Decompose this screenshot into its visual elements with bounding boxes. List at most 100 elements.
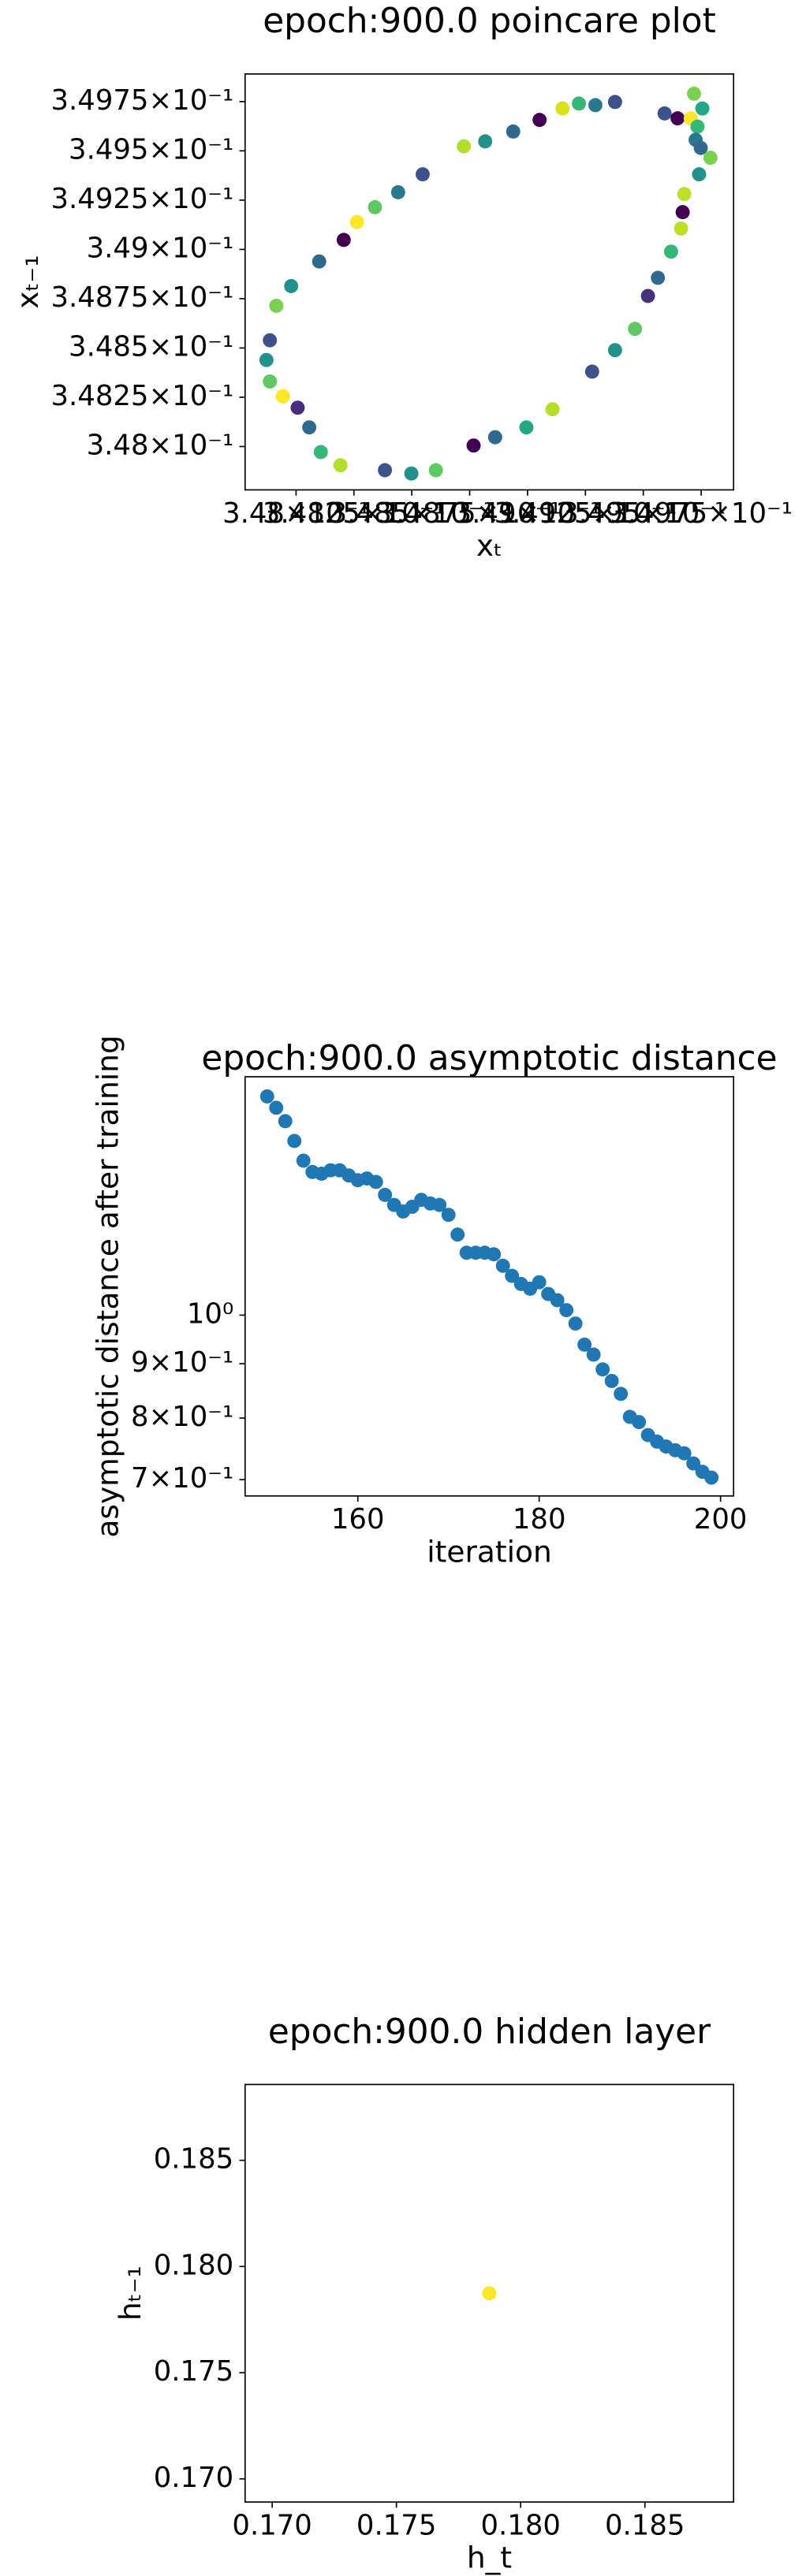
axes-frame <box>244 73 735 491</box>
point <box>677 1446 692 1461</box>
point <box>572 96 587 111</box>
point <box>349 214 364 229</box>
x-tick-label: 3.49×10⁻¹ <box>454 497 602 530</box>
y-tick-label: 3.4875×10⁻¹ <box>50 281 233 314</box>
axes-frame <box>244 2083 735 2503</box>
axes-frame <box>244 1076 735 1497</box>
x-axis-label: iteration <box>427 1534 552 1569</box>
point <box>478 134 493 149</box>
point <box>259 352 274 367</box>
point <box>415 167 430 182</box>
point <box>368 199 382 214</box>
y-axis-label: hₜ₋₁ <box>113 2265 147 2321</box>
y-tick-label: 0.170 <box>154 2462 233 2494</box>
point <box>703 151 718 166</box>
x-tick-label: 3.4925×10⁻¹ <box>494 497 677 530</box>
point <box>651 270 666 285</box>
point <box>532 1275 547 1290</box>
point <box>378 463 393 478</box>
point <box>269 1100 284 1115</box>
chart-title: epoch:900.0 hidden layer <box>268 2012 711 2052</box>
y-tick-label: 0.175 <box>154 2355 233 2388</box>
point <box>663 244 678 259</box>
y-tick-label: 3.495×10⁻¹ <box>69 133 233 166</box>
point <box>670 111 685 126</box>
point <box>675 205 690 220</box>
y-axis-label: asymptotic distance after training <box>90 1035 125 1537</box>
point <box>263 333 278 348</box>
point <box>568 1316 583 1331</box>
x-axis-label: xₜ <box>476 528 502 563</box>
y-tick-label: 3.4925×10⁻¹ <box>50 183 233 215</box>
point <box>290 400 305 415</box>
point <box>519 420 534 435</box>
point <box>287 1134 302 1148</box>
y-tick-label: 10⁰ <box>187 1297 233 1330</box>
point <box>559 1303 574 1317</box>
point <box>695 101 710 116</box>
point <box>457 139 472 154</box>
x-axis-label: h_t <box>467 2541 512 2575</box>
y-tick-label: 3.48×10⁻¹ <box>87 429 234 461</box>
y-tick-label: 9×10⁻¹ <box>131 1346 233 1379</box>
point <box>607 343 622 358</box>
point <box>482 2286 497 2301</box>
point <box>545 402 560 417</box>
point <box>378 1187 393 1202</box>
x-tick-label: 3.485×10⁻¹ <box>330 497 494 530</box>
point <box>495 1258 510 1273</box>
point <box>259 1089 274 1104</box>
point <box>657 106 672 121</box>
point <box>428 463 443 478</box>
chart-title: epoch:900.0 poincare plot <box>263 1 716 41</box>
point <box>263 374 278 389</box>
point <box>390 184 405 199</box>
point <box>532 113 547 128</box>
point <box>686 1456 701 1471</box>
point <box>441 1208 456 1223</box>
y-tick-label: 8×10⁻¹ <box>131 1401 233 1433</box>
x-tick-label: 3.495×10⁻¹ <box>561 497 726 530</box>
y-tick-label: 3.485×10⁻¹ <box>69 330 233 363</box>
point <box>588 98 603 113</box>
x-tick-label: 3.4875×10⁻¹ <box>379 497 562 530</box>
x-tick-label: 3.4825×10⁻¹ <box>263 497 446 530</box>
point <box>450 1227 465 1242</box>
point <box>674 221 688 236</box>
point <box>677 187 692 202</box>
y-tick-label: 3.49×10⁻¹ <box>87 232 234 264</box>
point <box>704 1470 719 1485</box>
point <box>432 1197 447 1212</box>
point <box>586 1347 601 1362</box>
x-tick-label: 180 <box>513 1503 566 1536</box>
point <box>604 1373 619 1388</box>
point <box>640 288 655 303</box>
point <box>466 438 481 453</box>
x-tick-label: 160 <box>331 1503 385 1536</box>
point <box>692 167 707 182</box>
point <box>614 1387 629 1402</box>
x-tick-label: 0.185 <box>605 2509 685 2541</box>
point <box>487 430 502 445</box>
point <box>368 1174 383 1189</box>
y-tick-label: 3.4975×10⁻¹ <box>50 84 233 117</box>
y-axis-label: xₜ₋₁ <box>10 255 45 309</box>
point <box>404 466 419 481</box>
point <box>595 1362 610 1377</box>
point <box>269 298 284 313</box>
point <box>687 86 701 101</box>
y-tick-label: 3.4825×10⁻¹ <box>50 380 233 412</box>
x-tick-label: 3.48×10⁻¹ <box>222 497 370 530</box>
point <box>336 233 351 248</box>
point <box>312 254 327 269</box>
point <box>296 1153 311 1168</box>
point <box>505 1268 520 1283</box>
x-tick-label: 3.4975×10⁻¹ <box>610 497 793 530</box>
point <box>284 278 299 293</box>
x-tick-label: 0.175 <box>356 2509 436 2541</box>
x-tick-label: 200 <box>694 1503 748 1536</box>
point <box>607 95 622 110</box>
